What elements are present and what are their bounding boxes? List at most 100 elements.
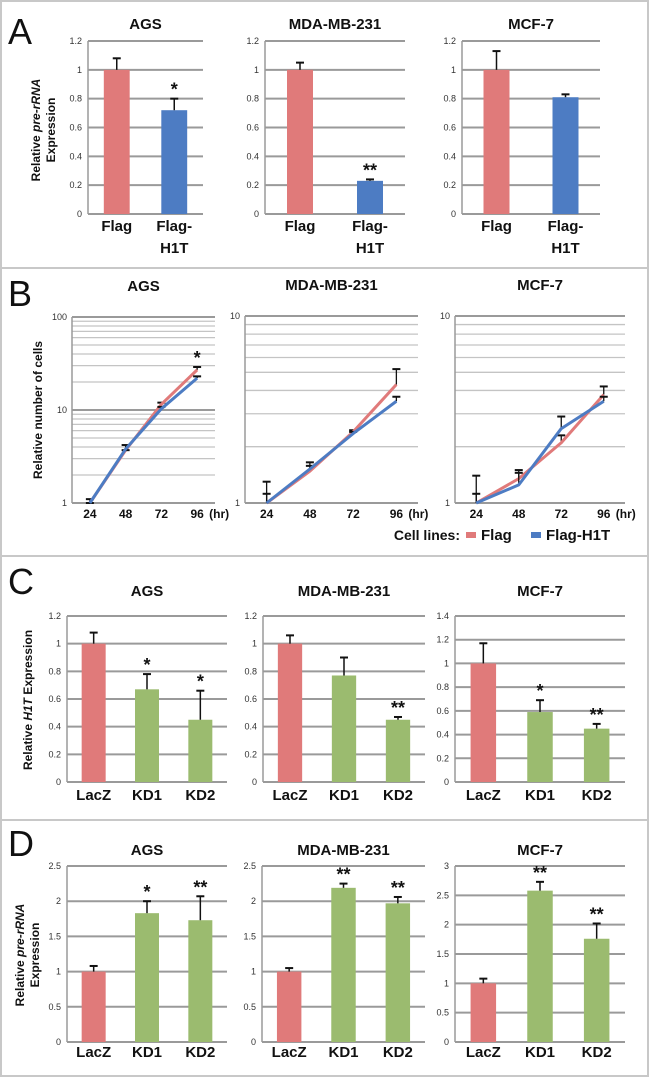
significance-marker: ** <box>391 698 405 718</box>
y-axis-label-segment: Relative number of cells <box>31 341 45 479</box>
panel-letter-A: A <box>8 11 32 52</box>
y-tick-label: 0.8 <box>69 94 82 104</box>
chart-B-ags: AGS Relative number of cells 1 10 100 * 24 48 72… <box>31 278 229 521</box>
category-label: Flag- <box>156 218 192 235</box>
significance-marker: * <box>143 882 150 902</box>
y-tick-label: 1 <box>62 498 67 508</box>
y-tick-label: 10 <box>440 311 450 321</box>
significance-marker: * <box>197 672 204 692</box>
x-tick-label: 48 <box>303 507 317 521</box>
category-label: H1T <box>160 240 188 257</box>
y-axis-label-segment: Expression <box>44 98 58 163</box>
bar <box>470 983 497 1042</box>
y-tick-label: 10 <box>57 405 67 415</box>
chart-title: MCF-7 <box>517 277 563 294</box>
panel-letter-B: B <box>8 273 32 314</box>
bar <box>357 180 383 214</box>
x-unit-label: (hr) <box>209 507 229 521</box>
y-axis-label-segment: H1T <box>21 696 35 720</box>
bar <box>470 663 497 782</box>
chart-B-mda-mb-231: MDA-MB-231 1 10 24 48 72 96 (hr) <box>230 277 428 521</box>
chart-D-mcf-7: MCF-7 0 0.5 1 1.5 2 2.5 3 LacZ ** KD1 ** KD2 <box>436 842 625 1061</box>
chart-title: AGS <box>131 842 164 859</box>
bar <box>81 971 106 1042</box>
y-tick-label: 1.2 <box>244 611 257 621</box>
bar <box>135 689 159 782</box>
significance-marker: ** <box>391 878 405 898</box>
x-tick-label: 48 <box>512 507 526 521</box>
y-tick-label: 0 <box>251 1037 256 1047</box>
bar <box>276 971 302 1042</box>
y-tick-label: 1.2 <box>436 635 449 645</box>
y-tick-label: 0.2 <box>69 180 82 190</box>
y-tick-label: 0.4 <box>69 151 82 161</box>
y-tick-label: 0.2 <box>48 749 61 759</box>
y-tick-label: 1 <box>444 658 449 668</box>
bar <box>583 728 610 782</box>
category-label: H1T <box>551 240 579 257</box>
chart-title: AGS <box>131 583 164 600</box>
bar <box>483 69 510 214</box>
series-line-flag <box>265 383 398 505</box>
category-label: KD1 <box>525 787 555 804</box>
significance-marker: * <box>143 655 150 675</box>
y-axis-label: Expression <box>44 98 58 163</box>
y-tick-label: 0.6 <box>69 123 82 133</box>
bar <box>161 110 188 214</box>
chart-C-mda-mb-231: MDA-MB-231 0 0.2 0.4 0.6 0.8 1 1.2 LacZ KD1 ** KD2 <box>244 583 425 804</box>
chart-D-ags: AGS Relative pre-rRNA Expression 0 0.5 1 1.5 2 2… <box>13 842 227 1061</box>
chart-title: AGS <box>129 16 162 33</box>
panel-letter-D: D <box>8 823 34 864</box>
bar <box>81 643 106 782</box>
y-tick-label: 1 <box>235 498 240 508</box>
legend-label-flag: Flag <box>481 527 512 544</box>
chart-A-ags: AGS Relative pre-rRNA Expression 0 0.2 0.4 0.6… <box>29 16 203 257</box>
y-tick-label: 0.6 <box>244 694 257 704</box>
category-label: KD1 <box>132 1044 162 1061</box>
y-tick-label: 0 <box>56 777 61 787</box>
y-axis-label-segment: pre-rRNA <box>13 904 27 958</box>
category-label: KD2 <box>185 1044 215 1061</box>
significance-marker: ** <box>590 904 604 924</box>
significance-marker: * <box>171 80 178 100</box>
x-tick-label: 72 <box>155 507 169 521</box>
category-label: KD1 <box>132 787 162 804</box>
legend-swatch-flag-h1t <box>531 532 541 538</box>
chart-B-mcf-7: MCF-7 1 10 24 48 72 96 (hr) <box>440 277 636 521</box>
y-axis-label-segment: Relative <box>29 132 43 181</box>
y-tick-label: 2.5 <box>436 890 449 900</box>
bar <box>188 719 213 782</box>
y-tick-label: 0.2 <box>443 180 456 190</box>
bar <box>277 643 303 782</box>
y-tick-label: 0.6 <box>436 706 449 716</box>
chart-title: MDA-MB-231 <box>289 16 382 33</box>
y-axis-label-segment: Relative <box>13 957 27 1006</box>
bar <box>552 97 579 214</box>
x-tick-label: 96 <box>597 507 611 521</box>
y-tick-label: 2 <box>56 896 61 906</box>
y-tick-label: 1.5 <box>436 949 449 959</box>
chart-title: AGS <box>127 278 160 295</box>
y-tick-label: 1 <box>445 498 450 508</box>
y-tick-label: 1 <box>77 65 82 75</box>
y-tick-label: 0.4 <box>246 151 259 161</box>
y-tick-label: 1 <box>251 967 256 977</box>
y-axis-label: Relative number of cells <box>31 341 45 479</box>
category-label: KD2 <box>582 787 612 804</box>
category-label: LacZ <box>272 1044 307 1061</box>
bar <box>385 903 411 1042</box>
category-label: Flag <box>481 218 512 235</box>
y-tick-label: 1.4 <box>436 611 449 621</box>
y-tick-label: 0.6 <box>443 123 456 133</box>
y-tick-label: 0.4 <box>48 722 61 732</box>
y-tick-label: 0.8 <box>436 682 449 692</box>
category-label: KD1 <box>525 1044 555 1061</box>
chart-A-mcf-7: MCF-7 0 0.2 0.4 0.6 0.8 1 1.2 Flag Flag- H1T <box>443 16 600 257</box>
y-tick-label: 0.4 <box>443 151 456 161</box>
chart-title: MCF-7 <box>508 16 554 33</box>
significance-marker: ** <box>193 877 207 897</box>
bar <box>287 69 313 214</box>
y-tick-label: 1 <box>254 65 259 75</box>
